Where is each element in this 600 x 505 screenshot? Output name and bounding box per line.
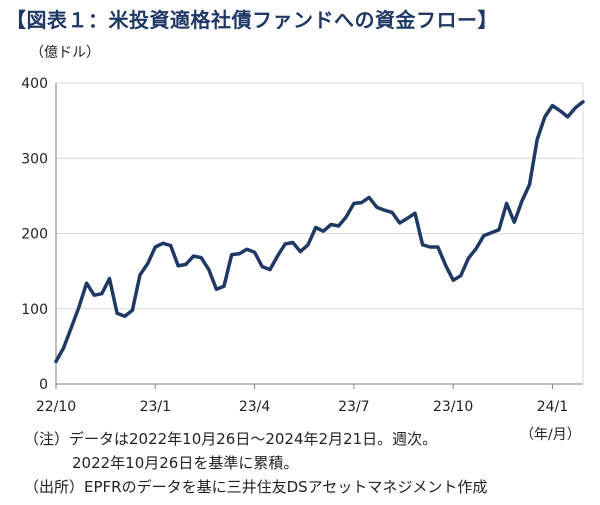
y-tick-label: 100 — [21, 302, 48, 318]
series-group — [54, 100, 585, 364]
x-tick-label: 23/7 — [338, 399, 369, 415]
chart-axes — [55, 83, 584, 385]
y-tick-label: 400 — [21, 76, 48, 92]
y-tick-label: 300 — [21, 151, 48, 167]
x-tick-label: 23/4 — [239, 399, 271, 415]
note-line-2: 2022年10月26日を基準に累積。 — [72, 454, 299, 472]
y-tick-label: 200 — [21, 227, 48, 243]
note-line-1: （注）データは2022年10月26日～2024年2月21日。週次。 — [24, 430, 438, 448]
x-axis-ticks: 22/10 23/1 23/4 23/7 23/10 24/1 — [36, 384, 568, 415]
x-tick-label: 23/10 — [433, 399, 473, 415]
chart-title: 【図表１：米投資適格社債ファンドへの資金フロー】 — [6, 8, 498, 32]
y-tick-label: 0 — [39, 377, 48, 393]
x-tick-label: 24/1 — [537, 399, 568, 415]
x-tick-label: 22/10 — [36, 399, 76, 415]
y-axis-unit: （億ドル） — [30, 45, 100, 61]
chart-grid — [56, 82, 583, 310]
y-axis-ticks: 0 100 200 300 400 — [21, 76, 48, 393]
source-note: （出所）EPFRのデータを基に三井住友DSアセットマネジメント作成 — [24, 478, 488, 496]
series-line-fund-flow — [54, 100, 585, 364]
x-axis-unit: （年/月） — [520, 427, 581, 443]
x-tick-label: 23/1 — [140, 399, 171, 415]
